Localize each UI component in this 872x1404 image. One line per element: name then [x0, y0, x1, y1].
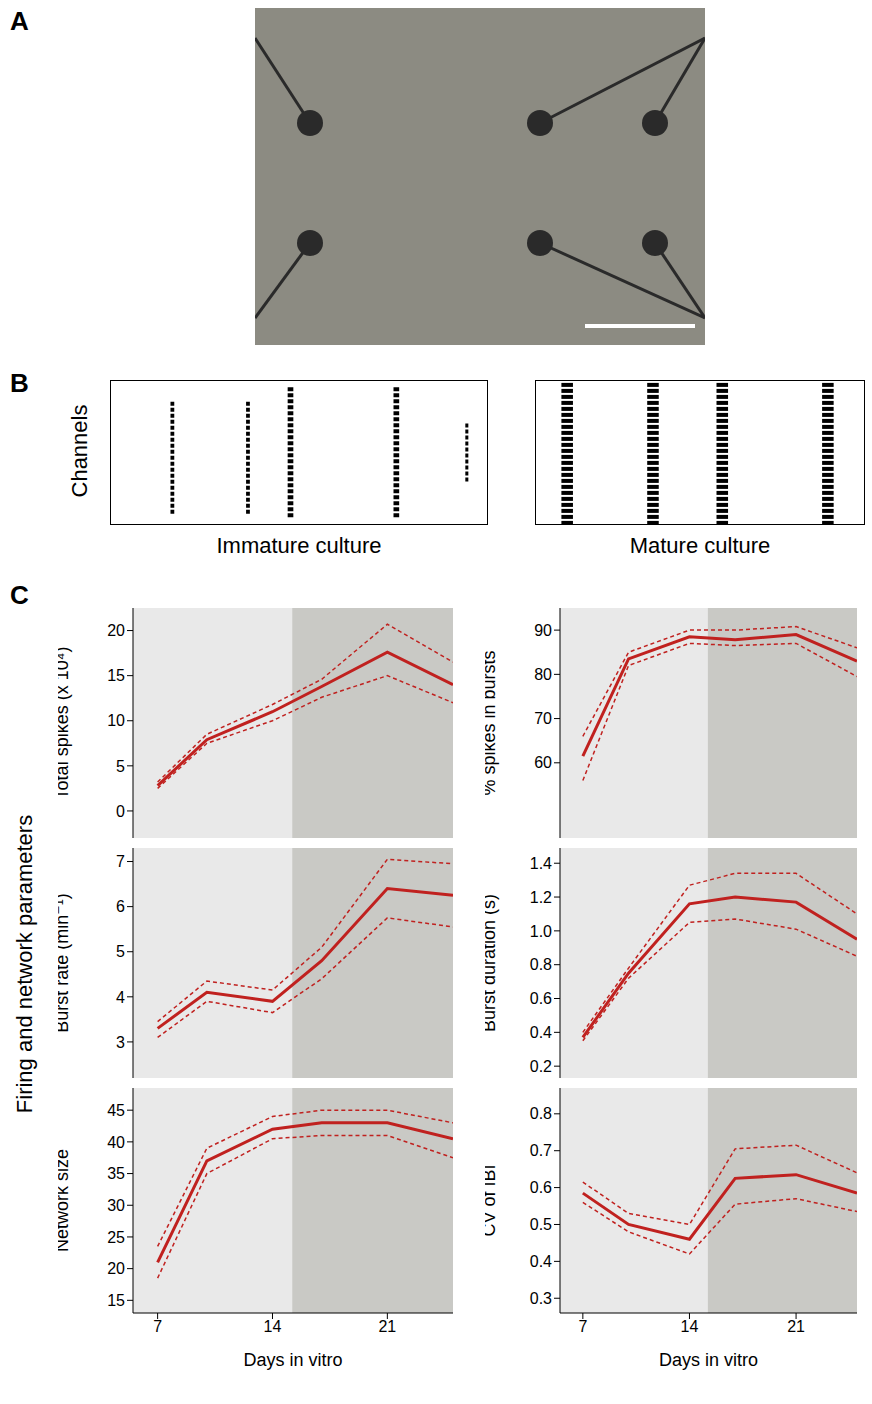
svg-text:15: 15 [107, 667, 125, 684]
svg-text:25: 25 [107, 1229, 125, 1246]
svg-text:0.5: 0.5 [530, 1216, 552, 1233]
svg-text:70: 70 [534, 710, 552, 727]
svg-text:90: 90 [534, 622, 552, 639]
svg-text:21: 21 [378, 1318, 396, 1335]
svg-text:Network size: Network size [58, 1149, 72, 1252]
svg-text:Burst duration (s): Burst duration (s) [485, 894, 499, 1032]
svg-text:5: 5 [116, 943, 125, 960]
html-text:Firing and network parameters: Firing and network parameters [12, 814, 37, 1114]
svg-text:1.4: 1.4 [530, 855, 552, 872]
svg-text:1.0: 1.0 [530, 923, 552, 940]
html-text:B: B [10, 368, 29, 398]
svg-text:80: 80 [534, 666, 552, 683]
svg-text:21: 21 [787, 1318, 805, 1335]
svg-text:7: 7 [153, 1318, 162, 1335]
html-text:Immature culture: Immature culture [216, 533, 382, 558]
svg-text:0.7: 0.7 [530, 1142, 552, 1159]
svg-text:7: 7 [116, 853, 125, 870]
html-text:A: A [10, 6, 29, 36]
svg-text:20: 20 [107, 1260, 125, 1277]
svg-text:14: 14 [264, 1318, 282, 1335]
svg-text:Days in vitro: Days in vitro [659, 1350, 758, 1370]
svg-text:5: 5 [116, 758, 125, 775]
html-text:Mature culture: Mature culture [629, 533, 771, 558]
svg-text:30: 30 [107, 1197, 125, 1214]
svg-text:45: 45 [107, 1102, 125, 1119]
svg-text:3: 3 [116, 1034, 125, 1051]
svg-text:20: 20 [107, 622, 125, 639]
svg-text:% spikes in bursts: % spikes in bursts [485, 650, 499, 795]
html-text:Channels: Channels [67, 404, 92, 498]
svg-text:Total spikes (x 10⁴): Total spikes (x 10⁴) [58, 647, 72, 800]
svg-text:0.3: 0.3 [530, 1290, 552, 1307]
svg-text:Days in vitro: Days in vitro [243, 1350, 342, 1370]
svg-text:40: 40 [107, 1134, 125, 1151]
svg-text:CV of IBI: CV of IBI [485, 1164, 499, 1236]
svg-text:0.4: 0.4 [530, 1024, 552, 1041]
svg-text:0.8: 0.8 [530, 956, 552, 973]
svg-text:10: 10 [107, 712, 125, 729]
html-text:C: C [10, 580, 29, 610]
svg-text:6: 6 [116, 898, 125, 915]
svg-text:14: 14 [681, 1318, 699, 1335]
svg-text:4: 4 [116, 989, 125, 1006]
svg-text:35: 35 [107, 1165, 125, 1182]
svg-text:7: 7 [578, 1318, 587, 1335]
svg-text:1.2: 1.2 [530, 889, 552, 906]
svg-text:0.6: 0.6 [530, 1179, 552, 1196]
svg-text:0.4: 0.4 [530, 1253, 552, 1270]
svg-text:0.8: 0.8 [530, 1105, 552, 1122]
svg-text:0.2: 0.2 [530, 1058, 552, 1075]
svg-text:15: 15 [107, 1292, 125, 1309]
svg-text:0: 0 [116, 803, 125, 820]
svg-text:60: 60 [534, 754, 552, 771]
svg-text:Burst rate (min⁻¹): Burst rate (min⁻¹) [58, 893, 72, 1033]
svg-text:0.6: 0.6 [530, 990, 552, 1007]
